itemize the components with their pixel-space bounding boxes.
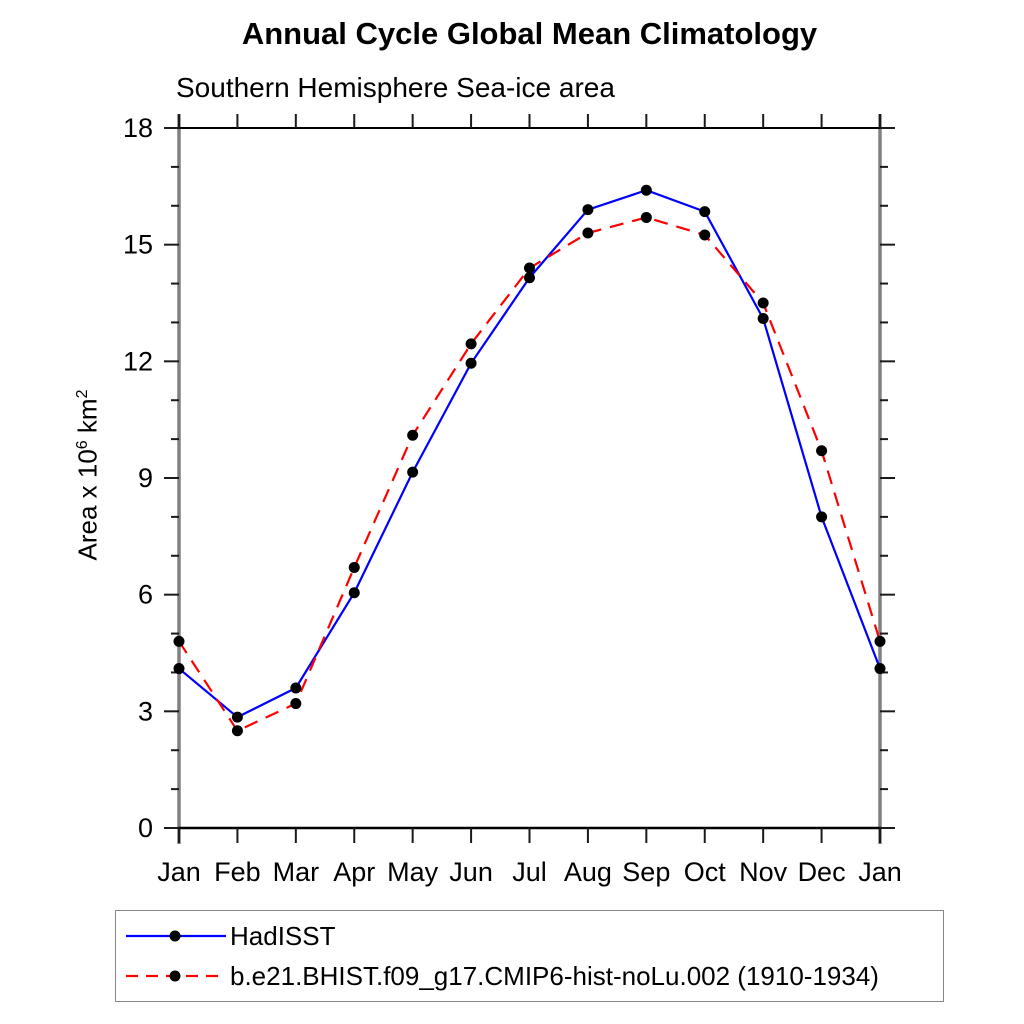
data-point-model — [699, 229, 711, 241]
legend-sample-solid-line — [126, 930, 226, 942]
data-point-hadisst — [582, 204, 594, 216]
legend-item-model: b.e21.BHIST.f09_g17.CMIP6-hist-noLu.002 … — [122, 961, 943, 991]
chart-subtitle: Southern Hemisphere Sea-ice area — [176, 72, 615, 103]
legend-sample-dashed-line — [126, 970, 226, 982]
x-tick-label: Mar — [273, 857, 320, 887]
data-point-model — [173, 635, 185, 647]
legend-label: b.e21.BHIST.f09_g17.CMIP6-hist-noLu.002 … — [230, 960, 879, 991]
data-point-hadisst — [699, 206, 711, 218]
data-point-hadisst — [757, 313, 769, 325]
data-point-model — [348, 561, 360, 573]
data-point-model — [582, 227, 594, 239]
data-point-model — [407, 429, 419, 441]
x-tick-label: Oct — [684, 857, 727, 887]
data-point-hadisst — [874, 663, 886, 675]
x-tick-label: Aug — [564, 857, 612, 887]
y-tick-label: 12 — [123, 346, 153, 376]
data-point-model — [524, 262, 535, 274]
data-point-hadisst — [524, 272, 535, 284]
legend-item-hadisst: HadISST — [122, 921, 943, 951]
data-point-model — [874, 635, 886, 647]
x-tick-label: Apr — [333, 857, 375, 887]
data-point-hadisst — [290, 682, 302, 694]
chart-title: Annual Cycle Global Mean Climatology — [241, 16, 818, 51]
data-point-hadisst — [231, 711, 243, 723]
x-tick-label: Feb — [214, 857, 261, 887]
legend-label: HadISST — [230, 920, 336, 951]
data-point-hadisst — [816, 511, 828, 523]
x-tick-label: Jan — [858, 857, 902, 887]
legend-marker-dot — [169, 930, 181, 942]
x-tick-label: Jan — [157, 857, 201, 887]
data-point-model — [757, 297, 769, 309]
y-tick-label: 9 — [138, 463, 153, 493]
y-tick-label: 15 — [123, 230, 153, 260]
x-tick-label: May — [387, 857, 439, 887]
x-tick-label: Jul — [512, 857, 547, 887]
data-point-hadisst — [640, 184, 652, 196]
data-point-model — [640, 211, 652, 223]
y-tick-label: 18 — [123, 113, 153, 143]
data-point-model — [231, 725, 243, 737]
y-tick-label: 6 — [138, 580, 153, 610]
legend-marker-dot — [169, 970, 181, 982]
data-point-model — [465, 338, 477, 350]
data-point-hadisst — [348, 587, 360, 599]
y-tick-label: 0 — [138, 813, 153, 843]
data-point-hadisst — [465, 357, 477, 369]
data-point-hadisst — [407, 466, 419, 478]
series-line-model — [178, 216, 882, 733]
data-point-model — [290, 698, 302, 710]
x-tick-label: Sep — [622, 857, 670, 887]
x-tick-label: Nov — [739, 857, 788, 887]
legend-box: HadISST b.e21.BHIST.f09_g17.CMIP6-hist-n… — [115, 910, 944, 1002]
x-tick-label: Jun — [449, 857, 493, 887]
y-tick-label: 3 — [138, 696, 153, 726]
x-tick-label: Dec — [798, 857, 846, 887]
data-point-model — [816, 445, 828, 457]
data-point-hadisst — [173, 663, 185, 675]
